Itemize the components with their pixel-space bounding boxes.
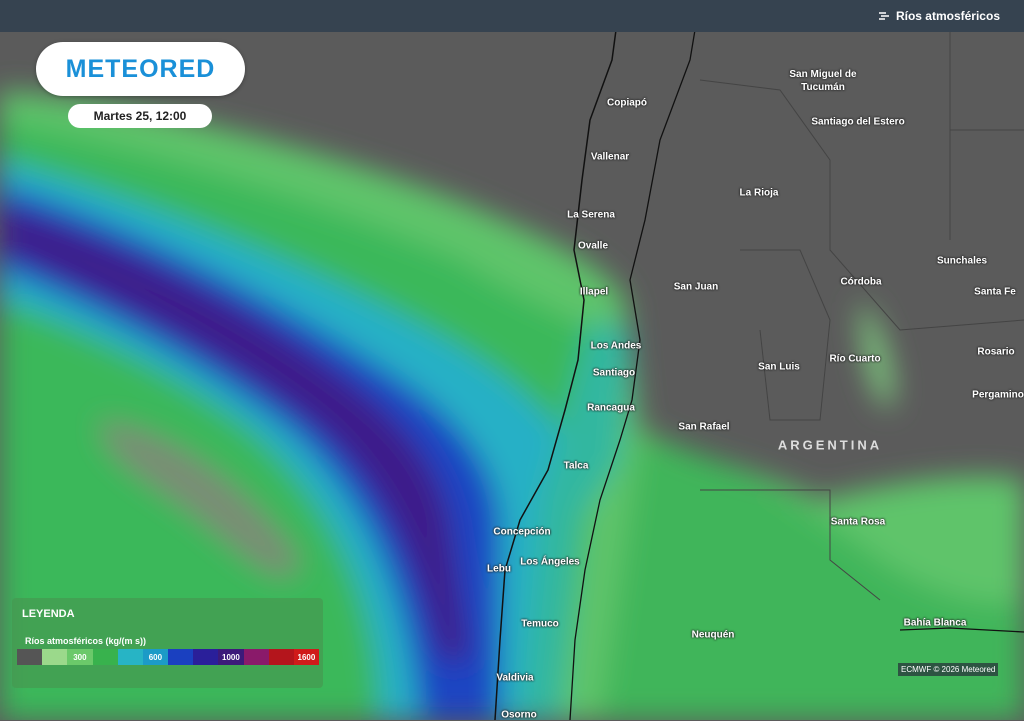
city-label: Río Cuarto	[829, 353, 881, 365]
city-label: Córdoba	[840, 276, 882, 288]
city-label: Ovalle	[577, 240, 609, 252]
legend: LEYENDA Ríos atmosféricos (kg/(m s)) 300…	[12, 598, 323, 688]
city-label: Concepción	[493, 526, 551, 538]
date-label: Martes 25, 12:00	[68, 104, 212, 128]
city-label: San Rafael	[678, 421, 730, 433]
legend-title: LEYENDA	[22, 608, 75, 620]
city-label: Temuco	[521, 618, 559, 630]
city-label: Talca	[563, 460, 589, 472]
legend-subtitle: Ríos atmosféricos (kg/(m s))	[25, 636, 147, 646]
city-label: San Juan	[673, 281, 719, 293]
city-label: Neuquén	[691, 629, 735, 641]
city-label: Los Ángeles	[520, 556, 580, 568]
logo[interactable]: METEORED	[36, 42, 245, 96]
city-label: Sunchales	[936, 255, 988, 267]
city-label: Osorno	[501, 709, 537, 721]
city-label: Illapel	[579, 286, 609, 298]
city-label: Rancagua	[587, 402, 635, 414]
city-label: Santiago del Estero	[811, 116, 905, 128]
layer-icon	[879, 12, 889, 20]
city-label: Rosario	[977, 346, 1015, 358]
city-label: Vallenar	[590, 151, 630, 163]
country-label: ARGENTINA	[777, 437, 883, 453]
city-label: Santiago	[592, 367, 636, 379]
credit: ECMWF © 2026 Meteored	[898, 663, 999, 676]
city-label: La Serena	[567, 209, 615, 221]
city-label: San Miguel de Tucumán	[789, 69, 857, 93]
legend-label: 300	[73, 653, 87, 662]
city-label: Pergamino	[972, 389, 1024, 401]
top-bar: Ríos atmosféricos	[0, 0, 1024, 32]
layer-title[interactable]: Ríos atmosféricos	[895, 9, 1000, 23]
city-label: San Luis	[758, 361, 800, 373]
city-label: Los Andes	[590, 340, 642, 352]
legend-label: 1000	[222, 653, 240, 662]
city-label: Lebu	[487, 563, 511, 575]
city-label: Santa Rosa	[830, 516, 886, 528]
legend-label: 1600	[297, 653, 316, 662]
city-label: Santa Fe	[974, 286, 1016, 298]
city-label: Valdivia	[496, 672, 534, 684]
city-label: La Rioja	[739, 187, 779, 199]
legend-label: 600	[148, 653, 163, 662]
city-label: Copiapó	[607, 97, 647, 109]
legend-scale	[17, 649, 320, 665]
city-label: Bahía Blanca	[903, 617, 967, 629]
